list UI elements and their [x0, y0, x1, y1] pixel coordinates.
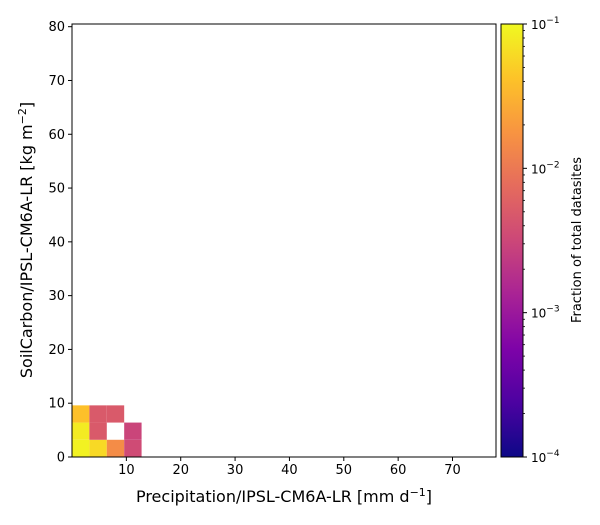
heatmap-cell-4	[72, 422, 90, 440]
y-axis-ticks: 0 10 20 30 40 50 60 70 80	[48, 20, 72, 466]
y-tick-label: 0	[57, 451, 65, 466]
x-tick-label: 10	[118, 463, 135, 478]
y-tick-label: 30	[48, 289, 65, 304]
y-tick-label: 50	[48, 182, 65, 197]
colorbar-tick-label: 10−4	[531, 449, 560, 465]
colorbar-tick-label: 10−2	[531, 160, 560, 176]
heatmap-cell-7	[72, 405, 90, 423]
plot-frame	[71, 23, 497, 458]
x-axis-ticks: 10 20 30 40 50 60 70	[118, 457, 461, 478]
colorbar-label: Fraction of total datasites	[570, 157, 585, 323]
colorbar-tick-label: 10−1	[531, 16, 560, 32]
y-tick-label: 20	[48, 343, 65, 358]
x-tick-label: 20	[172, 463, 189, 478]
heatmap-cell-1	[89, 439, 107, 457]
colorbar-tick-label: 10−3	[531, 305, 560, 321]
heatmap-cell-3	[124, 439, 142, 457]
x-tick-label: 30	[227, 463, 244, 478]
heatmap-cell-2	[106, 439, 125, 457]
heatmap-cell-8	[89, 405, 107, 423]
heatmap-cells	[72, 405, 142, 457]
x-tick-label: 50	[336, 463, 353, 478]
colorbar-gradient	[500, 23, 524, 458]
x-tick-label: 70	[444, 463, 461, 478]
x-axis-label: Precipitation/IPSL-CM6A-LR [mm d−1]	[136, 486, 432, 506]
x-tick-label: 40	[281, 463, 298, 478]
y-tick-label: 60	[48, 128, 65, 143]
y-tick-label: 70	[48, 74, 65, 89]
heatmap-cell-0	[72, 439, 90, 457]
y-tick-label: 40	[48, 235, 65, 250]
y-tick-label: 80	[48, 20, 65, 35]
heatmap-cell-5	[89, 422, 107, 440]
x-tick-label: 60	[390, 463, 407, 478]
y-tick-label: 10	[48, 397, 65, 412]
y-axis-label: SoilCarbon/IPSL-CM6A-LR [kg m−2]	[16, 102, 36, 378]
plot-area: 10 20 30 40 50 60 70 0 10 20 30 40 50 60 70 80	[48, 20, 497, 478]
colorbar: 10−1 10−2 10−3 10−4 Fraction of total datas…	[500, 16, 585, 465]
heatmap-cell-6	[124, 422, 142, 440]
colorbar-ticks: 10−1 10−2 10−3 10−4	[523, 16, 560, 465]
heatmap-cell-9	[106, 405, 125, 423]
